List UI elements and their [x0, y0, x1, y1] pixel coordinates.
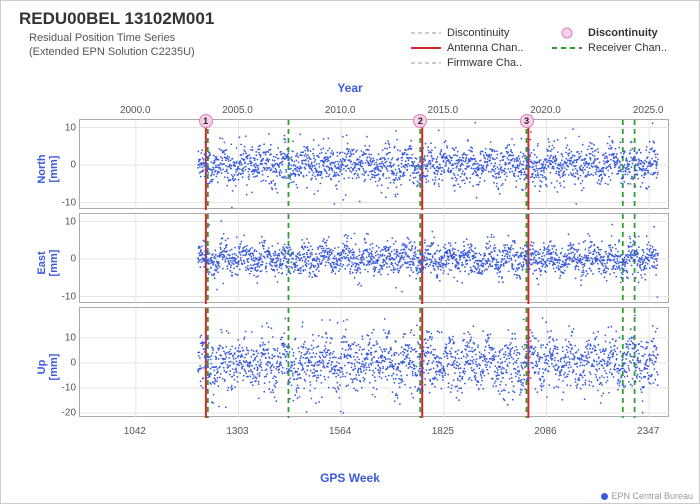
legend-swatch-line [411, 58, 441, 68]
panel-north: North[mm]-10010 [79, 119, 669, 209]
legend-swatch-line [552, 43, 582, 53]
legend-swatch-line [411, 43, 441, 53]
legend-item: Firmware Cha.. [411, 55, 542, 70]
legend: Discontinuity Antenna Chan.. Firmware Ch… [411, 25, 683, 70]
legend-item: Antenna Chan.. [411, 40, 542, 55]
panel-up: Up[mm]-20-10010 [79, 307, 669, 417]
y-tick: -10 [46, 291, 76, 302]
data-series [198, 315, 658, 413]
y-tick: 10 [46, 216, 76, 227]
gpsweek-tick: 1825 [432, 426, 454, 437]
legend-item: Discontinuity [411, 25, 542, 40]
chart-container: REDU00BEL 13102M001 Residual Position Ti… [0, 0, 700, 504]
year-tick: 2000.0 [120, 105, 151, 116]
y-tick: 10 [46, 333, 76, 344]
data-series [198, 123, 658, 210]
gpsweek-tick: 1042 [124, 426, 146, 437]
y-tick: 0 [46, 358, 76, 369]
y-tick: 0 [46, 254, 76, 265]
gpsweek-tick: 2086 [534, 426, 556, 437]
year-tick: 2010.0 [325, 105, 356, 116]
legend-item: Receiver Chan.. [552, 40, 683, 55]
y-tick: -10 [46, 197, 76, 208]
year-tick: 2025.0 [633, 105, 664, 116]
gpsweek-tick: 2347 [637, 426, 659, 437]
y-tick: 10 [46, 122, 76, 133]
panel-east: East[mm]-10010 [79, 213, 669, 303]
y-tick: 0 [46, 160, 76, 171]
gpsweek-tick: 1303 [226, 426, 248, 437]
y-tick: -10 [46, 383, 76, 394]
year-tick: 2020.0 [530, 105, 561, 116]
year-tick: 2015.0 [428, 105, 459, 116]
credit-text: EPN Central Bureau [601, 491, 693, 501]
plot-area: 2000.0 2005.0 2010.0 2015.0 2020.0 2025.0 Nort… [79, 95, 669, 445]
bottom-axis-label: GPS Week [320, 471, 380, 485]
gpsweek-tick: 1564 [329, 426, 351, 437]
panel-svg [80, 214, 670, 304]
panel-svg [80, 308, 670, 418]
legend-swatch-dot [552, 27, 582, 39]
discontinuity-marker: 2 [413, 114, 427, 128]
credit-dot-icon [601, 493, 608, 500]
discontinuity-marker: 3 [520, 114, 534, 128]
year-tick: 2005.0 [222, 105, 253, 116]
legend-item: Discontinuity [552, 25, 683, 40]
top-axis-label: Year [337, 81, 362, 95]
panel-svg [80, 120, 670, 210]
legend-swatch-line [411, 28, 441, 38]
discontinuity-marker: 1 [199, 114, 213, 128]
y-tick: -20 [46, 408, 76, 419]
